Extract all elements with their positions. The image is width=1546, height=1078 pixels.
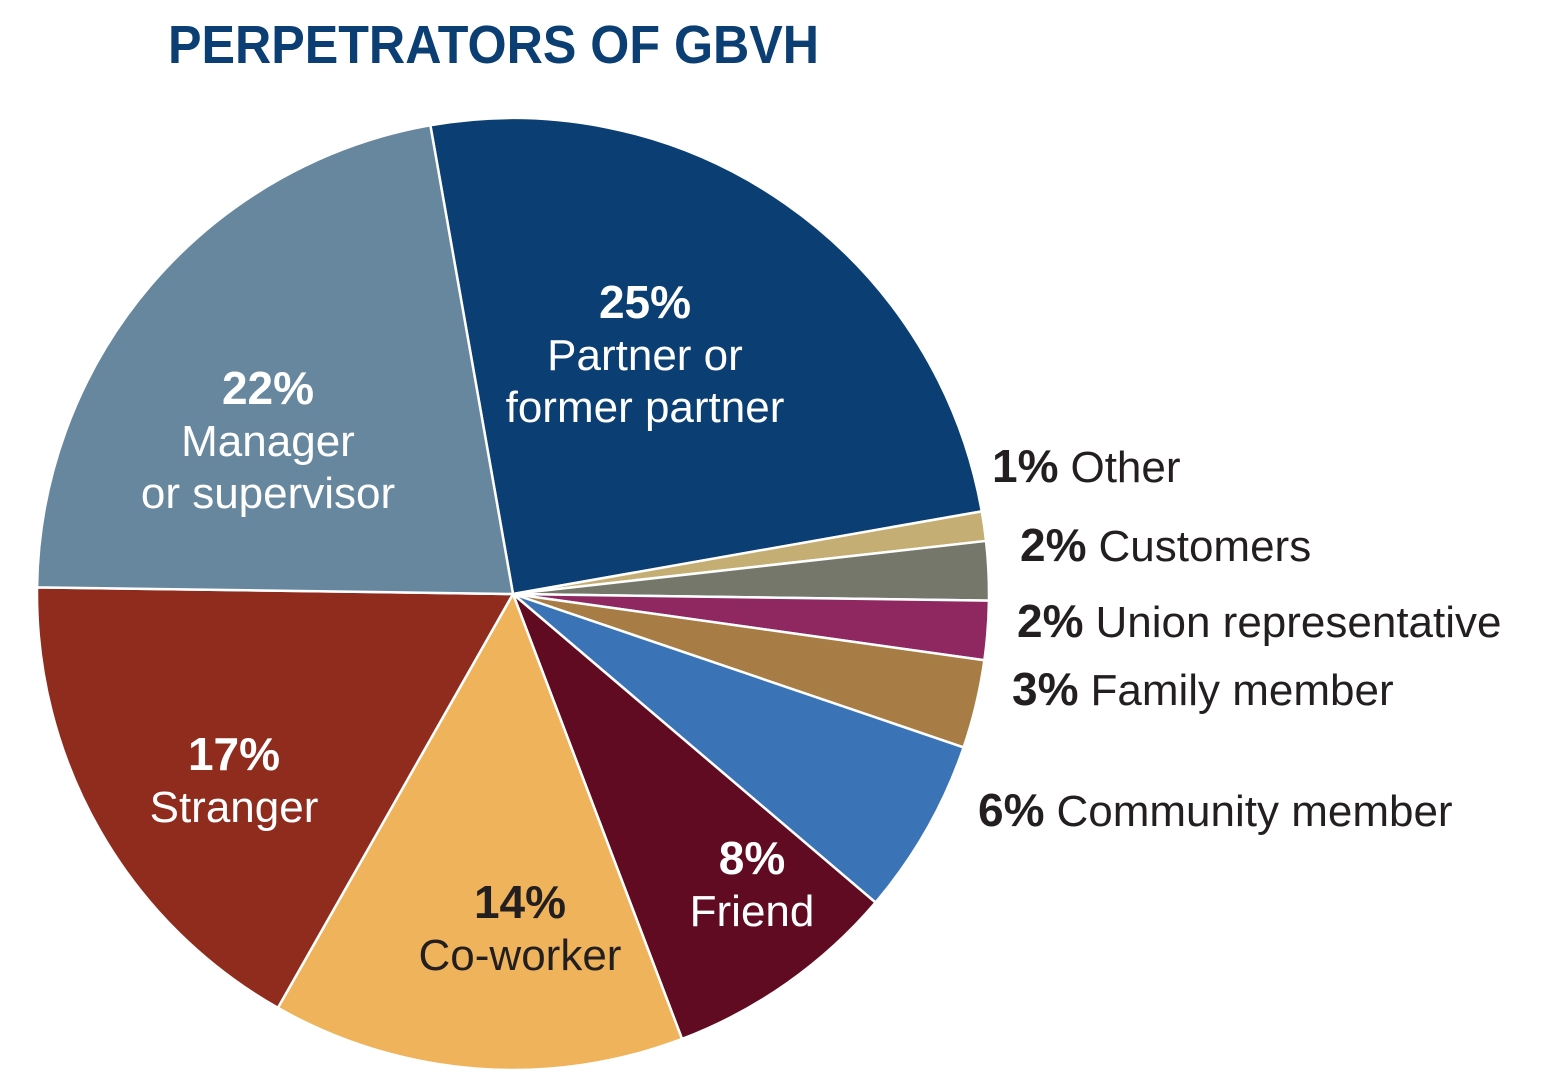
pie-slice-9: [35, 123, 515, 596]
slice-name-label: former partner: [506, 383, 785, 432]
slice-pct-label: 14%: [474, 876, 566, 928]
slice-pct-label: 2%: [1020, 519, 1086, 571]
slice-name-label: or supervisor: [141, 469, 395, 518]
slice-label-1: 1% Other: [992, 440, 1181, 492]
chart-title: PERPETRATORS OF GBVH: [168, 15, 820, 75]
slice-name-label: Friend: [690, 887, 815, 936]
slice-name-label: Co-worker: [419, 931, 622, 980]
slice-label-6: 8% Friend: [690, 832, 815, 936]
pie-slice-7: [276, 592, 684, 1072]
slice-name-label: Partner or: [547, 331, 743, 380]
pie-slices: [35, 116, 991, 1072]
slice-label-2: 2% Customers: [1020, 519, 1311, 571]
slice-pct-label: 6%: [978, 784, 1044, 836]
slice-label-7: 14% Co-worker: [419, 876, 622, 980]
slice-label-8: 17% Stranger: [150, 728, 319, 832]
slice-pct-label: 22%: [222, 362, 314, 414]
slice-name-label: Union representative: [1095, 598, 1501, 647]
slice-label-9: 22% Manager or supervisor: [141, 362, 395, 518]
slice-pct-label: 25%: [599, 276, 691, 328]
slice-name-label: Community member: [1056, 787, 1452, 836]
slice-label-4: 3% Family member: [1012, 663, 1394, 715]
slice-pct-label: 8%: [719, 832, 785, 884]
slice-name-label: Customers: [1098, 522, 1311, 571]
slice-label-3: 2% Union representative: [1017, 595, 1502, 647]
slice-name-label: Other: [1070, 443, 1180, 492]
slice-label-0: 25% Partner or former partner: [506, 276, 785, 432]
slice-name-label: Stranger: [150, 783, 319, 832]
pie-slice-8: [35, 586, 515, 1010]
slice-pct-label: 3%: [1012, 663, 1078, 715]
pie-slice-0: [429, 116, 984, 596]
slice-pct-label: 2%: [1017, 595, 1083, 647]
slice-name-label: Family member: [1090, 666, 1393, 715]
pie-slice-5: [511, 592, 965, 904]
slice-name-label: Manager: [181, 417, 355, 466]
slice-label-5: 6% Community member: [978, 784, 1453, 836]
slice-pct-label: 17%: [188, 728, 280, 780]
slice-pct-label: 1%: [992, 440, 1058, 492]
pie-slice-6: [511, 592, 877, 1041]
